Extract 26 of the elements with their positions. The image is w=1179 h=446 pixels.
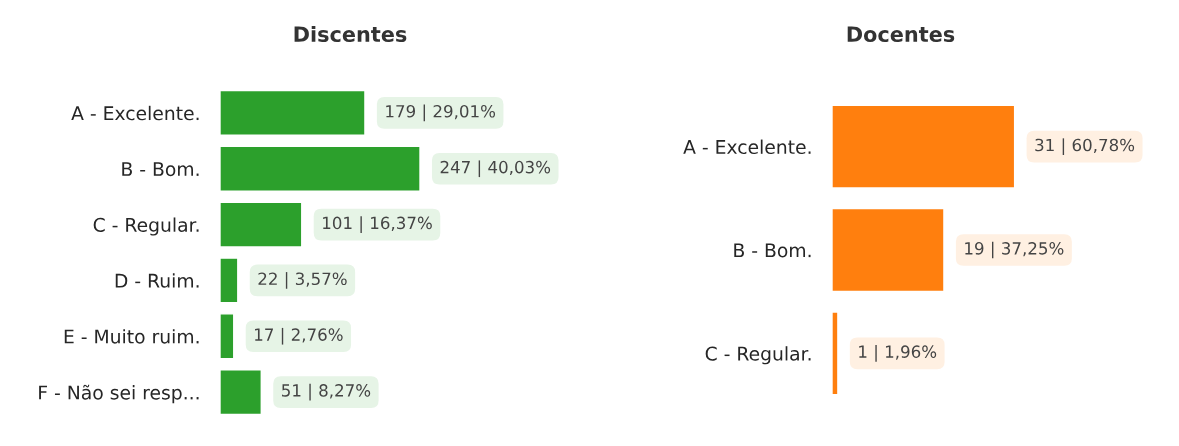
bar [220, 89, 366, 136]
chart-title: Discentes [294, 25, 407, 43]
y-tick-label: C - Regular. [93, 217, 199, 236]
y-tick-label: E - Muito ruim. [64, 329, 199, 344]
y-tick-label: A - Excelente. [683, 139, 811, 155]
data-label: 22 | 3,57% [258, 272, 347, 289]
bar [220, 201, 303, 248]
y-tick-label: B - Bom. [122, 162, 199, 177]
data-label: 51 | 8,27% [282, 383, 371, 401]
chart-title: Docentes [847, 26, 955, 43]
data-label: 179 | 29,01% [386, 104, 496, 122]
bar [220, 313, 235, 360]
data-label: 17 | 2,76% [255, 327, 343, 345]
data-label: 247 | 40,03% [440, 160, 551, 178]
data-label: 19 | 37,25% [965, 241, 1064, 259]
bar [220, 257, 239, 304]
data-label: 31 | 60,78% [1035, 138, 1135, 155]
y-tick-label: A - Excelente. [71, 105, 199, 121]
y-tick-label: B - Bom. [734, 243, 811, 258]
data-label: 1 | 1,96% [859, 345, 937, 362]
y-tick-label: F - Não sei resp... [39, 384, 199, 404]
y-tick-label: D - Ruim. [115, 273, 199, 288]
bar [220, 145, 421, 192]
y-tick-label: C - Regular. [705, 346, 811, 365]
bar [220, 369, 262, 416]
data-label: 101 | 16,37% [323, 216, 432, 233]
